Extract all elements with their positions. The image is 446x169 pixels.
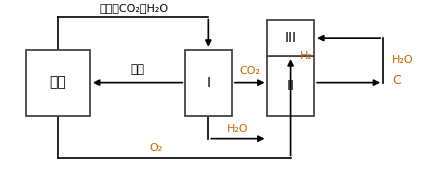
Bar [268, 20, 314, 56]
Text: 空气: 空气 [131, 63, 145, 76]
Text: I: I [206, 76, 211, 90]
Text: 空气、CO₂、H₂O: 空气、CO₂、H₂O [99, 3, 169, 13]
Text: O₂: O₂ [150, 143, 163, 153]
Text: C: C [392, 75, 401, 88]
Bar [25, 50, 90, 116]
Text: III: III [285, 31, 297, 45]
Bar [185, 50, 232, 116]
Text: H₂O: H₂O [227, 124, 249, 134]
Text: H₂: H₂ [299, 51, 312, 61]
Text: CO₂: CO₂ [239, 66, 260, 76]
Bar [268, 56, 314, 116]
Text: II: II [287, 79, 295, 93]
Text: H₂O: H₂O [392, 55, 413, 65]
Text: 座舱: 座舱 [50, 76, 66, 90]
